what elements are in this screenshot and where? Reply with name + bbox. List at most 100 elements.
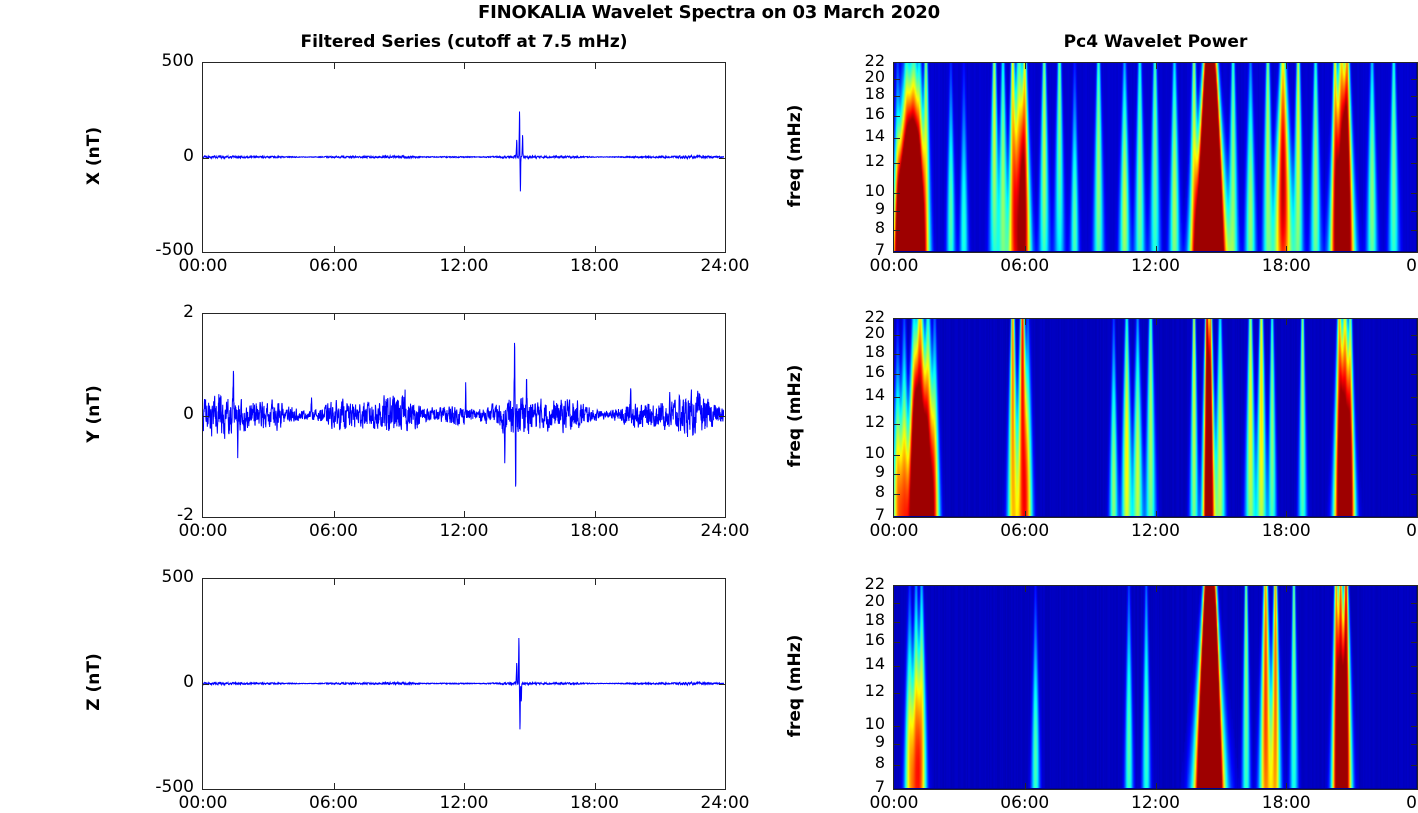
timeseries-ytick-timeseries-y-label: 2 bbox=[183, 302, 194, 322]
wavelet-xtick-wavelet-y-tick-bottom bbox=[1286, 511, 1288, 517]
wavelet-ytick-wavelet-x-label: 14 bbox=[864, 125, 885, 145]
wavelet-ytick-wavelet-y-label: 20 bbox=[864, 323, 885, 343]
wavelet-ytick-wavelet-y-tick-right bbox=[1411, 423, 1417, 425]
wavelet-ytick-wavelet-y-tick-left bbox=[894, 374, 900, 376]
timeseries-xtick-timeseries-z-tick-bottom bbox=[333, 783, 335, 789]
wavelet-xtick-wavelet-x-tick-top bbox=[1155, 63, 1157, 69]
wavelet-ylabel-wavelet-y: freq (mHz) bbox=[785, 364, 805, 468]
wavelet-ytick-wavelet-x-label: 22 bbox=[864, 51, 885, 70]
figure-title: FINOKALIA Wavelet Spectra on 03 March 20… bbox=[478, 2, 940, 23]
wavelet-xtick-wavelet-z-tick-top bbox=[1024, 586, 1026, 592]
timeseries-trace bbox=[203, 342, 724, 487]
wavelet-xtick-wavelet-y-tick-bottom bbox=[1024, 511, 1026, 517]
wavelet-ytick-wavelet-z-tick-left bbox=[894, 725, 900, 727]
timeseries-ytick-timeseries-x-label: 0 bbox=[183, 145, 194, 166]
wavelet-xtick-wavelet-x-label: 06:00 bbox=[1000, 256, 1050, 276]
wavelet-ytick-wavelet-x-label: 7 bbox=[874, 240, 885, 259]
wavelet-xtick-wavelet-y-tick-top bbox=[1024, 319, 1026, 325]
wavelet-ylabel-wavelet-z: freq (mHz) bbox=[785, 634, 805, 737]
timeseries-ytick-timeseries-z-label: 0 bbox=[183, 672, 194, 692]
wavelet-ytick-wavelet-y-tick-right bbox=[1411, 493, 1417, 495]
wavelet-ytick-wavelet-z-tick-right bbox=[1411, 642, 1417, 644]
timeseries-xtick-timeseries-y-tick-bottom bbox=[464, 511, 465, 517]
wavelet-ytick-wavelet-y-tick-right bbox=[1411, 455, 1417, 457]
wavelet-ytick-wavelet-y-label: 9 bbox=[874, 461, 885, 481]
timeseries-ytick-timeseries-x-tick-right bbox=[719, 157, 725, 159]
timeseries-xtick-timeseries-y-label: 00:00 bbox=[178, 521, 228, 541]
wavelet-ytick-wavelet-z-label: 7 bbox=[874, 777, 885, 796]
wavelet-xtick-wavelet-y-tick-bottom bbox=[1155, 511, 1157, 517]
wavelet-xtick-wavelet-y-label: 06:00 bbox=[1000, 521, 1050, 541]
wavelet-ytick-wavelet-z-tick-right bbox=[1411, 621, 1417, 623]
wavelet-xtick-wavelet-x-tick-bottom bbox=[1286, 246, 1288, 252]
wavelet-ytick-wavelet-x-tick-right bbox=[1411, 96, 1417, 98]
wavelet-ytick-wavelet-x-label: 8 bbox=[874, 217, 885, 237]
timeseries-ytick-timeseries-y-label: 0 bbox=[183, 403, 194, 424]
wavelet-ytick-wavelet-x-label: 16 bbox=[864, 103, 885, 123]
wavelet-xtick-wavelet-y-tick-top bbox=[1286, 319, 1288, 325]
wavelet-xtick-wavelet-x-tick-top bbox=[1286, 63, 1288, 69]
wavelet-axes-z bbox=[893, 585, 1418, 790]
wavelet-ytick-wavelet-z-label: 8 bbox=[874, 753, 885, 773]
timeseries-xtick-timeseries-x-label: 12:00 bbox=[439, 256, 489, 276]
wavelet-ytick-wavelet-y-label: 8 bbox=[874, 481, 885, 501]
wavelet-ytick-wavelet-x-tick-left bbox=[894, 193, 900, 195]
wavelet-ytick-wavelet-y-label: 7 bbox=[874, 505, 885, 524]
timeseries-xtick-timeseries-x-label: 24:00 bbox=[700, 256, 750, 276]
wavelet-xtick-wavelet-y-label: 00:00 bbox=[869, 521, 919, 541]
wavelet-xtick-wavelet-x-tick-bottom bbox=[1155, 246, 1157, 252]
wavelet-ytick-wavelet-z-tick-right bbox=[1411, 725, 1417, 727]
wavelet-ytick-wavelet-y-tick-left bbox=[894, 455, 900, 457]
timeseries-xtick-timeseries-z-label: 00:00 bbox=[178, 793, 228, 813]
timeseries-xtick-timeseries-x-label: 18:00 bbox=[570, 256, 619, 276]
wavelet-ytick-wavelet-x-tick-left bbox=[894, 229, 900, 231]
wavelet-ytick-wavelet-x-label: 10 bbox=[864, 181, 885, 201]
wavelet-ytick-wavelet-x-tick-right bbox=[1411, 210, 1417, 212]
trace-path bbox=[203, 342, 724, 487]
right-column-title: Pc4 Wavelet Power bbox=[1063, 32, 1248, 52]
timeseries-ylabel-timeseries-x: X (nT) bbox=[84, 126, 104, 185]
timeseries-axes-z bbox=[202, 578, 726, 790]
timeseries-xtick-timeseries-z-tick-top bbox=[594, 579, 596, 585]
wavelet-xtick-wavelet-x-label: 00:00 bbox=[869, 256, 919, 276]
wavelet-ytick-wavelet-z-tick-left bbox=[894, 744, 900, 746]
timeseries-trace bbox=[203, 637, 724, 730]
wavelet-ytick-wavelet-y-tick-right bbox=[1411, 397, 1417, 399]
wavelet-axes-y bbox=[893, 318, 1418, 518]
timeseries-xtick-timeseries-z-label: 12:00 bbox=[439, 793, 489, 813]
wavelet-power-image bbox=[894, 63, 1416, 251]
wavelet-xtick-wavelet-x-label: 12:00 bbox=[1131, 256, 1180, 276]
timeseries-xtick-timeseries-x-tick-top bbox=[464, 63, 465, 69]
timeseries-xtick-timeseries-y-tick-bottom bbox=[333, 511, 335, 517]
wavelet-ytick-wavelet-z-tick-right bbox=[1411, 765, 1417, 767]
wavelet-ytick-wavelet-x-tick-right bbox=[1411, 115, 1417, 117]
wavelet-xtick-wavelet-x-label: 18:00 bbox=[1261, 256, 1311, 276]
timeseries-xtick-timeseries-y-label: 24:00 bbox=[700, 521, 750, 541]
wavelet-ytick-wavelet-x-tick-left bbox=[894, 78, 900, 80]
timeseries-xtick-timeseries-y-label: 18:00 bbox=[570, 521, 619, 541]
timeseries-xtick-timeseries-z-tick-top bbox=[333, 579, 335, 585]
timeseries-xtick-timeseries-y-label: 12:00 bbox=[439, 521, 489, 541]
timeseries-xtick-timeseries-y-tick-top bbox=[333, 314, 335, 320]
wavelet-ytick-wavelet-y-label: 22 bbox=[864, 307, 885, 326]
wavelet-ytick-wavelet-y-tick-left bbox=[894, 493, 900, 495]
timeseries-ytick-timeseries-x-label: -500 bbox=[155, 240, 194, 260]
wavelet-ytick-wavelet-z-label: 16 bbox=[864, 630, 885, 650]
wavelet-xtick-wavelet-z-tick-bottom bbox=[1024, 783, 1026, 789]
timeseries-xtick-timeseries-x-label: 06:00 bbox=[309, 256, 358, 276]
wavelet-ytick-wavelet-x-tick-left bbox=[894, 210, 900, 212]
wavelet-ytick-wavelet-y-tick-left bbox=[894, 423, 900, 425]
timeseries-xtick-timeseries-x-tick-bottom bbox=[333, 246, 335, 252]
timeseries-ytick-timeseries-y-tick-left bbox=[203, 415, 209, 417]
wavelet-ytick-wavelet-z-tick-right bbox=[1411, 744, 1417, 746]
wavelet-ytick-wavelet-z-tick-left bbox=[894, 642, 900, 644]
wavelet-xtick-wavelet-z-label: 00:00 bbox=[869, 793, 919, 813]
wavelet-ytick-wavelet-z-tick-left bbox=[894, 765, 900, 767]
wavelet-ytick-wavelet-x-tick-right bbox=[1411, 78, 1417, 80]
wavelet-ytick-wavelet-y-label: 16 bbox=[864, 362, 885, 382]
timeseries-ytick-timeseries-x-label: 500 bbox=[161, 51, 194, 71]
wavelet-ytick-wavelet-z-tick-left bbox=[894, 621, 900, 623]
wavelet-xtick-wavelet-z-label: 12:00 bbox=[1131, 793, 1180, 813]
wavelet-ytick-wavelet-y-tick-left bbox=[894, 397, 900, 399]
figure-canvas: FINOKALIA Wavelet Spectra on 03 March 20… bbox=[84, 2, 1418, 812]
